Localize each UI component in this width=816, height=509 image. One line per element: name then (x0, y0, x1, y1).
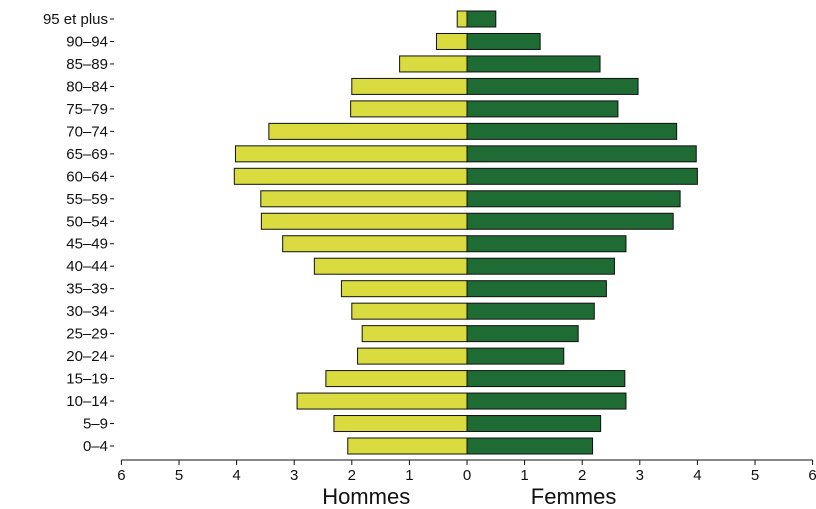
bar-hommes (350, 100, 468, 118)
bar-femmes (466, 167, 698, 185)
bar-hommes (357, 347, 468, 365)
x-axis-label-hommes: Hommes (322, 484, 410, 509)
y-tick-label: 75–79 (66, 101, 108, 118)
y-tick-label: 35–39 (66, 281, 108, 298)
bar-femmes (466, 190, 681, 208)
bar-hommes (233, 167, 468, 185)
bar-hommes (325, 370, 468, 388)
bar-hommes (347, 437, 468, 455)
x-tick-label: 5 (751, 467, 759, 484)
x-tick-label: 4 (693, 467, 701, 484)
bar-femmes (466, 325, 579, 343)
bar-femmes (466, 280, 607, 298)
x-tick-label: 0 (463, 467, 471, 484)
x-tick-label: 4 (232, 467, 240, 484)
x-tick-label: 3 (290, 467, 298, 484)
bar-femmes (466, 437, 594, 455)
bar-hommes (456, 10, 468, 28)
bar-femmes (466, 145, 697, 163)
y-tick-label: 25–29 (66, 326, 108, 343)
y-axis: 0–4 5–9 10–14 15–19 20–24 25–29 30–34 35–39 40–4… (43, 11, 114, 455)
y-tick-label: 50–54 (66, 213, 108, 230)
y-tick-label: 80–84 (66, 78, 108, 95)
y-tick-label: 45–49 (66, 236, 108, 253)
bar-hommes (296, 392, 468, 410)
bar-femmes (466, 257, 615, 275)
x-axis: 6 5 4 3 2 1 0 1 2 3 4 5 6 (117, 459, 816, 484)
bar-femmes (466, 10, 497, 28)
x-tick-label: 2 (578, 467, 586, 484)
bar-hommes (268, 122, 468, 140)
x-tick-label: 6 (808, 467, 816, 484)
x-axis-label-femmes: Femmes (531, 484, 617, 509)
bar-hommes (351, 77, 468, 95)
bar-femmes (466, 122, 678, 140)
y-tick-label: 90–94 (66, 33, 108, 50)
bar-hommes (399, 55, 468, 73)
y-tick-label: 55–59 (66, 191, 108, 208)
x-tick-label: 2 (348, 467, 356, 484)
y-tick-label: 85–89 (66, 56, 108, 73)
x-tick-label: 1 (520, 467, 528, 484)
x-tick-label: 6 (117, 467, 125, 484)
bar-hommes (282, 235, 468, 253)
y-tick-label: 15–19 (66, 371, 108, 388)
y-tick-label: 65–69 (66, 146, 108, 163)
x-tick-label: 5 (175, 467, 183, 484)
y-tick-label: 5–9 (83, 416, 108, 433)
bar-femmes (466, 235, 627, 253)
bar-femmes (466, 370, 626, 388)
bar-hommes (340, 280, 468, 298)
bar-hommes (234, 145, 468, 163)
y-tick-label: 30–34 (66, 303, 108, 320)
bar-femmes (466, 347, 565, 365)
bar-femmes (466, 302, 595, 320)
x-tick-label: 3 (636, 467, 644, 484)
y-tick-label: 0–4 (83, 438, 108, 455)
bar-hommes (351, 302, 468, 320)
bar-hommes (313, 257, 468, 275)
y-tick-label: 20–24 (66, 348, 108, 365)
bars-group (233, 10, 698, 455)
bar-hommes (260, 212, 468, 230)
bar-femmes (466, 32, 541, 50)
bar-femmes (466, 77, 639, 95)
y-tick-label: 60–64 (66, 168, 108, 185)
bar-hommes (333, 415, 468, 433)
bar-femmes (466, 100, 619, 118)
bar-hommes (260, 190, 468, 208)
bar-femmes (466, 392, 627, 410)
y-tick-label: 10–14 (66, 393, 108, 410)
x-tick-label: 1 (405, 467, 413, 484)
y-tick-label: 95 et plus (43, 11, 108, 28)
bar-hommes (361, 325, 468, 343)
y-tick-label: 40–44 (66, 258, 108, 275)
bar-hommes (435, 32, 468, 50)
bar-femmes (466, 415, 602, 433)
bar-femmes (466, 55, 601, 73)
y-tick-label: 70–74 (66, 123, 108, 140)
bar-femmes (466, 212, 674, 230)
